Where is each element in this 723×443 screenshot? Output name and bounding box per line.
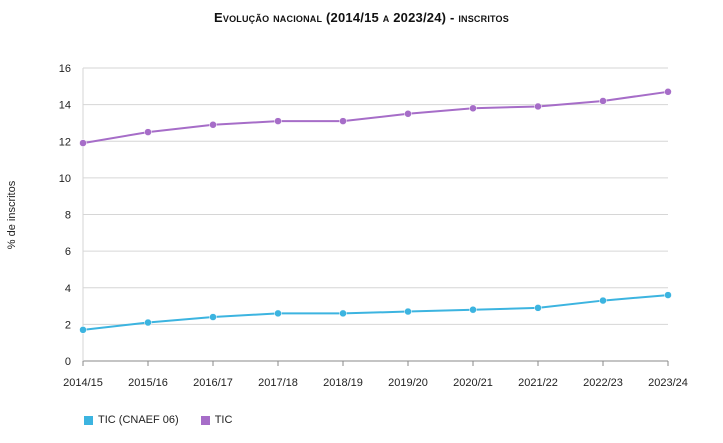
- x-tick-label-8: 2022/23: [583, 377, 623, 389]
- data-point-s1-8: [599, 97, 607, 105]
- x-tick-label-0: 2014/15: [63, 377, 103, 389]
- series-line-0: [82, 294, 669, 331]
- data-point-s0-1: [144, 318, 152, 327]
- y-tick-label-6: 6: [65, 246, 71, 258]
- legend-label-tic: TIC: [214, 414, 233, 426]
- chart-title: Evolução nacional (2014/15 a 2023/24) - …: [214, 10, 509, 25]
- x-tick-label-1: 2015/16: [128, 377, 168, 389]
- data-point-s0-0: [79, 326, 87, 334]
- x-tick-label-7: 2021/22: [518, 377, 558, 389]
- data-point-s1-9: [664, 88, 672, 96]
- legend-item-tic[interactable]: TIC: [200, 414, 233, 426]
- x-tick-label-4: 2018/19: [323, 377, 363, 389]
- data-point-s0-3: [274, 309, 282, 318]
- legend-label-tic-cnaef: TIC (CNAEF 06): [98, 414, 179, 426]
- legend: TIC (CNAEF 06) TIC: [84, 414, 254, 426]
- data-point-s1-7: [534, 102, 542, 111]
- data-point-s1-5: [404, 110, 412, 118]
- y-tick-label-10: 10: [59, 173, 71, 185]
- data-point-s1-0: [79, 139, 87, 147]
- data-point-s0-4: [339, 309, 347, 318]
- legend-swatch-tic-cnaef: [84, 415, 93, 425]
- legend-swatch-tic: [200, 415, 210, 425]
- y-tick-label-16: 16: [59, 63, 71, 75]
- x-tick-label-9: 2023/24: [648, 377, 688, 389]
- data-point-s0-9: [664, 291, 672, 299]
- legend-item-tic-cnaef[interactable]: TIC (CNAEF 06): [84, 414, 179, 426]
- data-point-s0-8: [599, 296, 607, 305]
- y-tick-label-4: 4: [65, 283, 71, 295]
- y-tick-label-12: 12: [59, 136, 71, 148]
- data-point-s1-2: [209, 121, 217, 129]
- data-point-s0-5: [404, 307, 412, 316]
- data-point-s0-2: [209, 313, 217, 321]
- y-tick-label-14: 14: [59, 100, 71, 112]
- series-line-1: [82, 90, 669, 145]
- x-tick-label-3: 2017/18: [258, 377, 298, 389]
- data-point-s1-4: [339, 117, 347, 125]
- data-point-s1-6: [469, 104, 477, 113]
- data-point-s0-7: [534, 304, 542, 312]
- data-point-s1-3: [274, 117, 282, 125]
- data-point-s1-1: [144, 128, 152, 136]
- y-tick-label-8: 8: [65, 210, 71, 222]
- data-point-s0-6: [469, 305, 477, 314]
- y-tick-label-2: 2: [65, 319, 71, 331]
- y-tick-label-0: 0: [65, 356, 71, 368]
- x-tick-label-5: 2019/20: [388, 377, 428, 389]
- x-tick-label-2: 2016/17: [193, 377, 233, 389]
- x-tick-label-6: 2020/21: [453, 377, 493, 389]
